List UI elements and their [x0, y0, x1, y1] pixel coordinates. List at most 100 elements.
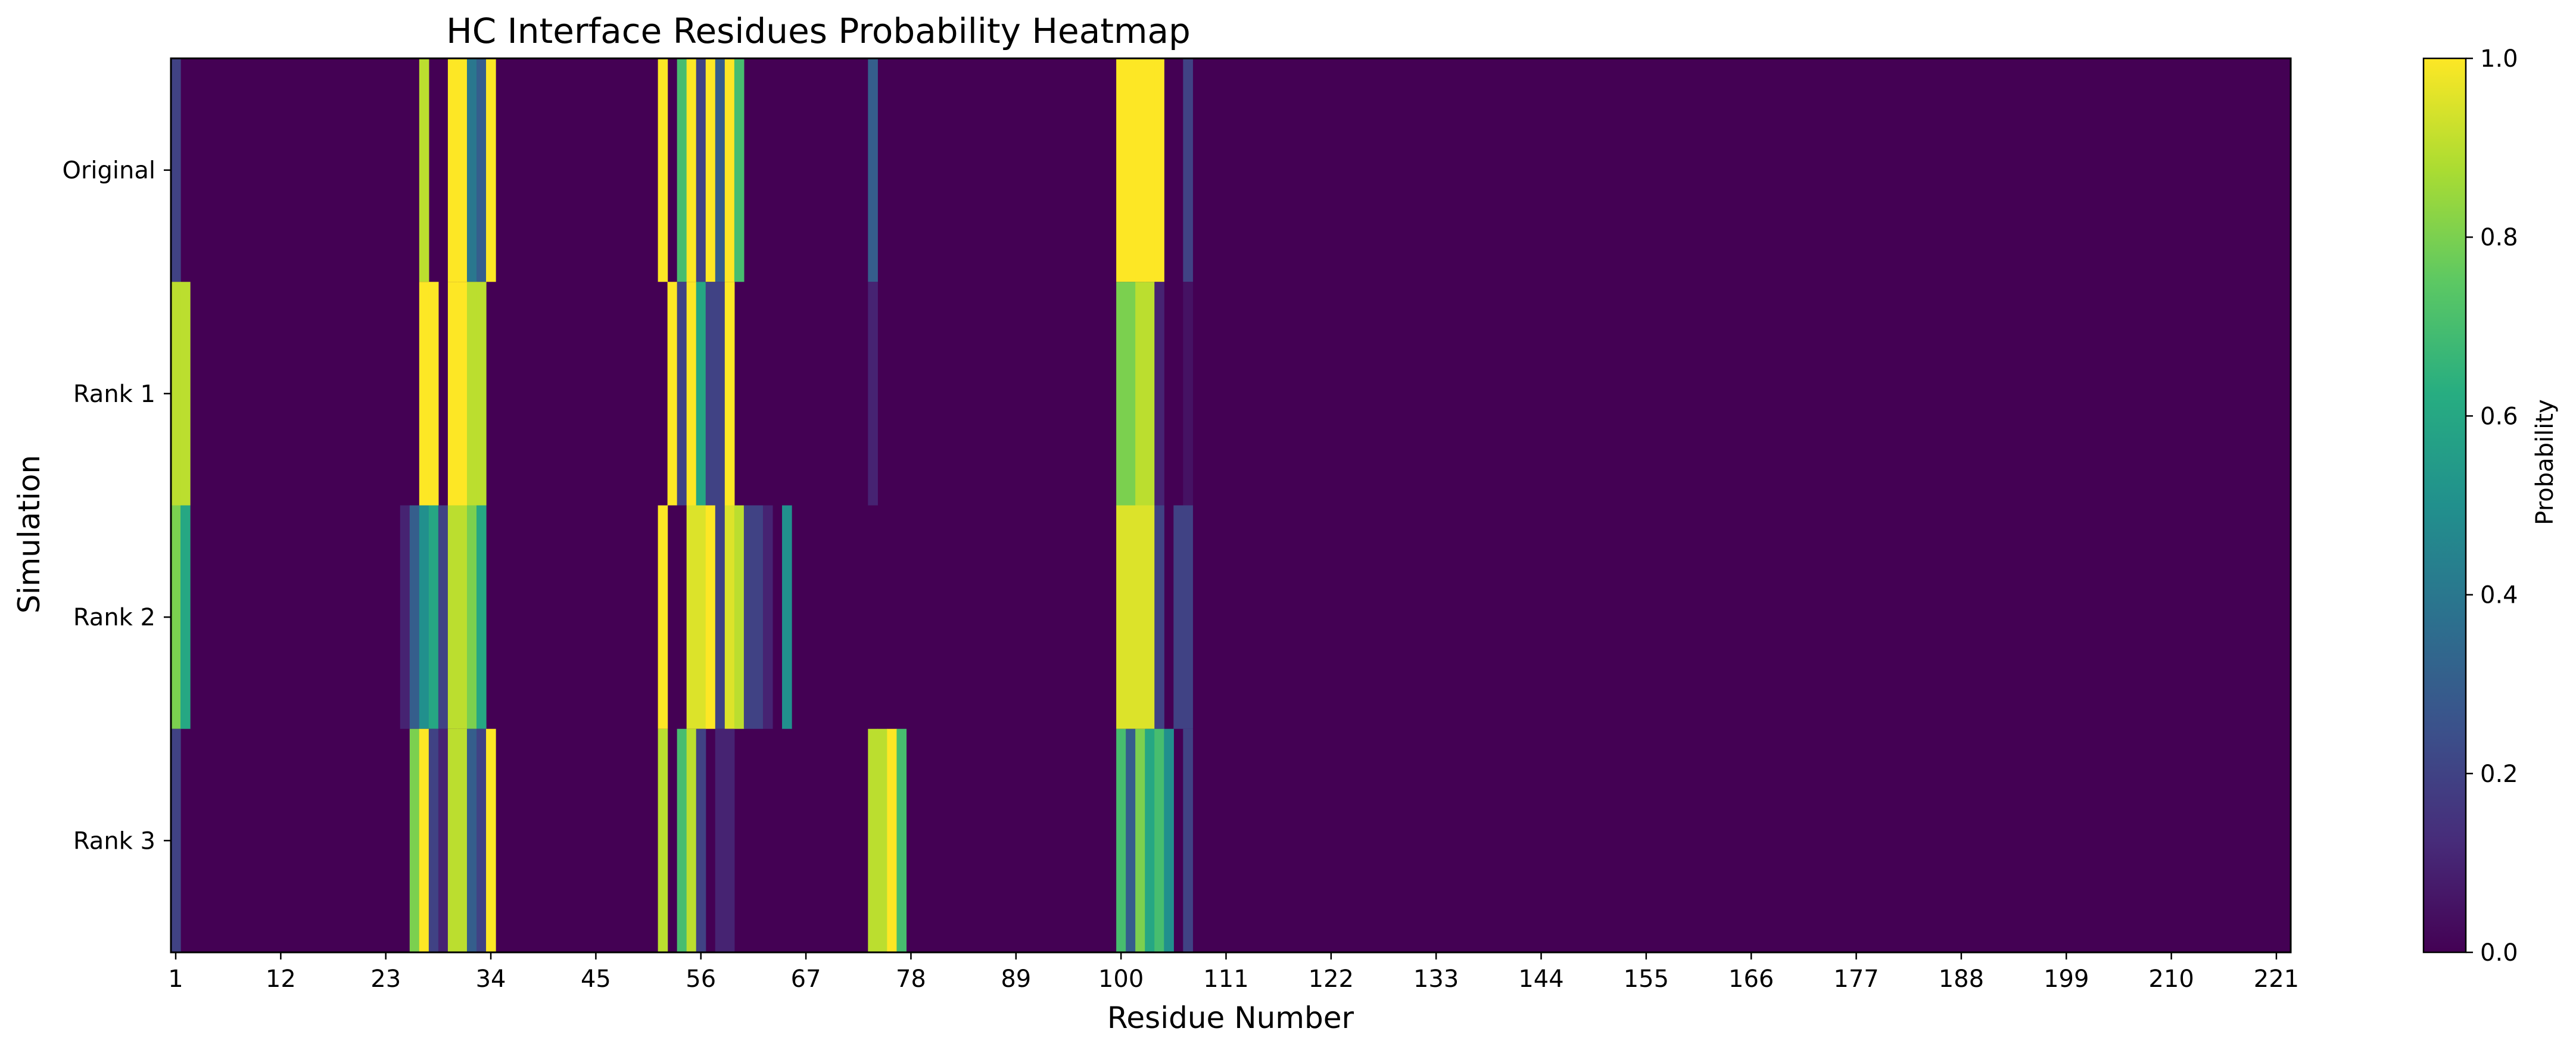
heatmap-cell: [1135, 282, 1145, 506]
heatmap-cell: [1183, 505, 1193, 729]
heatmap-cell: [1116, 505, 1126, 729]
heatmap-cell: [476, 728, 487, 952]
colorbar-tick-label: 0.8: [2480, 224, 2518, 251]
heatmap-cell: [1183, 282, 1193, 506]
heatmap-cell: [1135, 505, 1145, 729]
heatmap-cell: [705, 282, 716, 506]
x-tick-label: 221: [2254, 965, 2299, 993]
x-tick-label: 199: [2044, 965, 2089, 993]
heatmap-cell: [724, 58, 735, 282]
heatmap-cell: [724, 282, 735, 506]
x-tick-label: 122: [1309, 965, 1354, 993]
heatmap-cell: [686, 505, 697, 729]
heatmap-cell: [476, 58, 487, 282]
x-tick-label: 144: [1518, 965, 1563, 993]
x-tick-label: 23: [370, 965, 401, 993]
plot-frame: [170, 57, 2292, 954]
heatmap-cell: [1116, 728, 1126, 952]
x-tick-label: 210: [2148, 965, 2194, 993]
x-tick-label: 133: [1413, 965, 1459, 993]
heatmap-cell: [466, 58, 477, 282]
heatmap-cell: [419, 728, 429, 952]
heatmap-cell: [1145, 728, 1155, 952]
heatmap-cell: [428, 728, 439, 952]
heatmap-cell: [466, 505, 477, 729]
heatmap-cell: [409, 505, 420, 729]
heatmap-cell: [868, 282, 878, 506]
x-tick-label: 56: [686, 965, 716, 993]
heatmap-cell: [667, 282, 678, 506]
x-tick-label: 78: [896, 965, 926, 993]
x-axis-label: Residue Number: [1107, 1001, 1354, 1035]
heatmap-background: [171, 58, 2291, 952]
heatmap-cell: [171, 282, 181, 506]
heatmap-cell: [658, 505, 668, 729]
heatmap-cell: [1135, 728, 1145, 952]
heatmap-cell: [877, 728, 887, 952]
x-tick-label: 1: [168, 965, 183, 993]
heatmap-cell: [658, 728, 668, 952]
y-tick-label: Rank 3: [73, 827, 155, 855]
colorbar-tick-label: 0.6: [2480, 403, 2518, 430]
heatmap-cell: [1154, 505, 1164, 729]
heatmap-cell: [715, 505, 725, 729]
heatmap-cell: [1154, 58, 1164, 282]
heatmap-cell: [457, 505, 468, 729]
heatmap-cell: [724, 505, 735, 729]
heatmap-cell: [171, 58, 181, 282]
heatmap-cell: [1135, 58, 1145, 282]
heatmap-cell: [466, 728, 477, 952]
heatmap-cell: [705, 505, 716, 729]
heatmap-cell: [1145, 282, 1155, 506]
heatmap-cell: [724, 728, 735, 952]
heatmap-cell: [400, 505, 410, 729]
heatmap-cell: [696, 505, 706, 729]
x-tick-label: 166: [1728, 965, 1774, 993]
heatmap-cell: [1126, 58, 1136, 282]
heatmap-cell: [486, 728, 496, 952]
heatmap-cell: [743, 505, 754, 729]
x-tick-label: 67: [791, 965, 821, 993]
heatmap-cell: [438, 728, 448, 952]
x-tick-label: 188: [1939, 965, 1984, 993]
heatmap-cell: [686, 282, 697, 506]
heatmap-cell: [419, 505, 429, 729]
x-axis-ticks: 1 12 23 34 45 56 67 78 89 100 111 122 133 144 155 166 17…: [168, 952, 2299, 993]
heatmap-cell: [686, 58, 697, 282]
heatmap-cell: [1183, 728, 1193, 952]
heatmap-cell: [1145, 58, 1155, 282]
heatmap-cell: [438, 505, 448, 729]
heatmap-cell: [753, 505, 764, 729]
y-tick-label: Rank 2: [73, 604, 155, 631]
heatmap-cell: [887, 728, 897, 952]
y-tick-label: Original: [62, 157, 155, 185]
colorbar-tick-label: 0.4: [2480, 582, 2518, 609]
heatmap-cell: [762, 505, 773, 729]
heatmap-cell: [677, 58, 687, 282]
heatmap-cell: [1145, 505, 1155, 729]
heatmap-cell: [658, 58, 668, 282]
heatmap-cell: [457, 282, 468, 506]
colorbar-tick-label: 0.0: [2480, 939, 2518, 967]
heatmap-cell: [457, 58, 468, 282]
heatmap-cell: [1126, 282, 1136, 506]
colorbar-label: Probability: [2531, 399, 2559, 525]
heatmap-cell: [1173, 505, 1183, 729]
heatmap-cell: [428, 282, 439, 506]
heatmap-cell: [447, 282, 458, 506]
heatmap-cell: [447, 505, 458, 729]
heatmap-cell: [419, 282, 429, 506]
heatmap-cell: [1116, 58, 1126, 282]
heatmap-cell: [1154, 728, 1164, 952]
plot-area: [170, 57, 2292, 954]
heatmap-cell: [696, 58, 706, 282]
heatmap-cell: [428, 505, 439, 729]
heatmap-cell: [180, 505, 191, 729]
heatmap-cell: [1164, 728, 1174, 952]
chart-title: HC Interface Residues Probability Heatma…: [446, 11, 1191, 51]
x-tick-label: 89: [1001, 965, 1031, 993]
x-tick-label: 34: [476, 965, 506, 993]
x-tick-label: 100: [1098, 965, 1144, 993]
x-tick-label: 45: [581, 965, 611, 993]
